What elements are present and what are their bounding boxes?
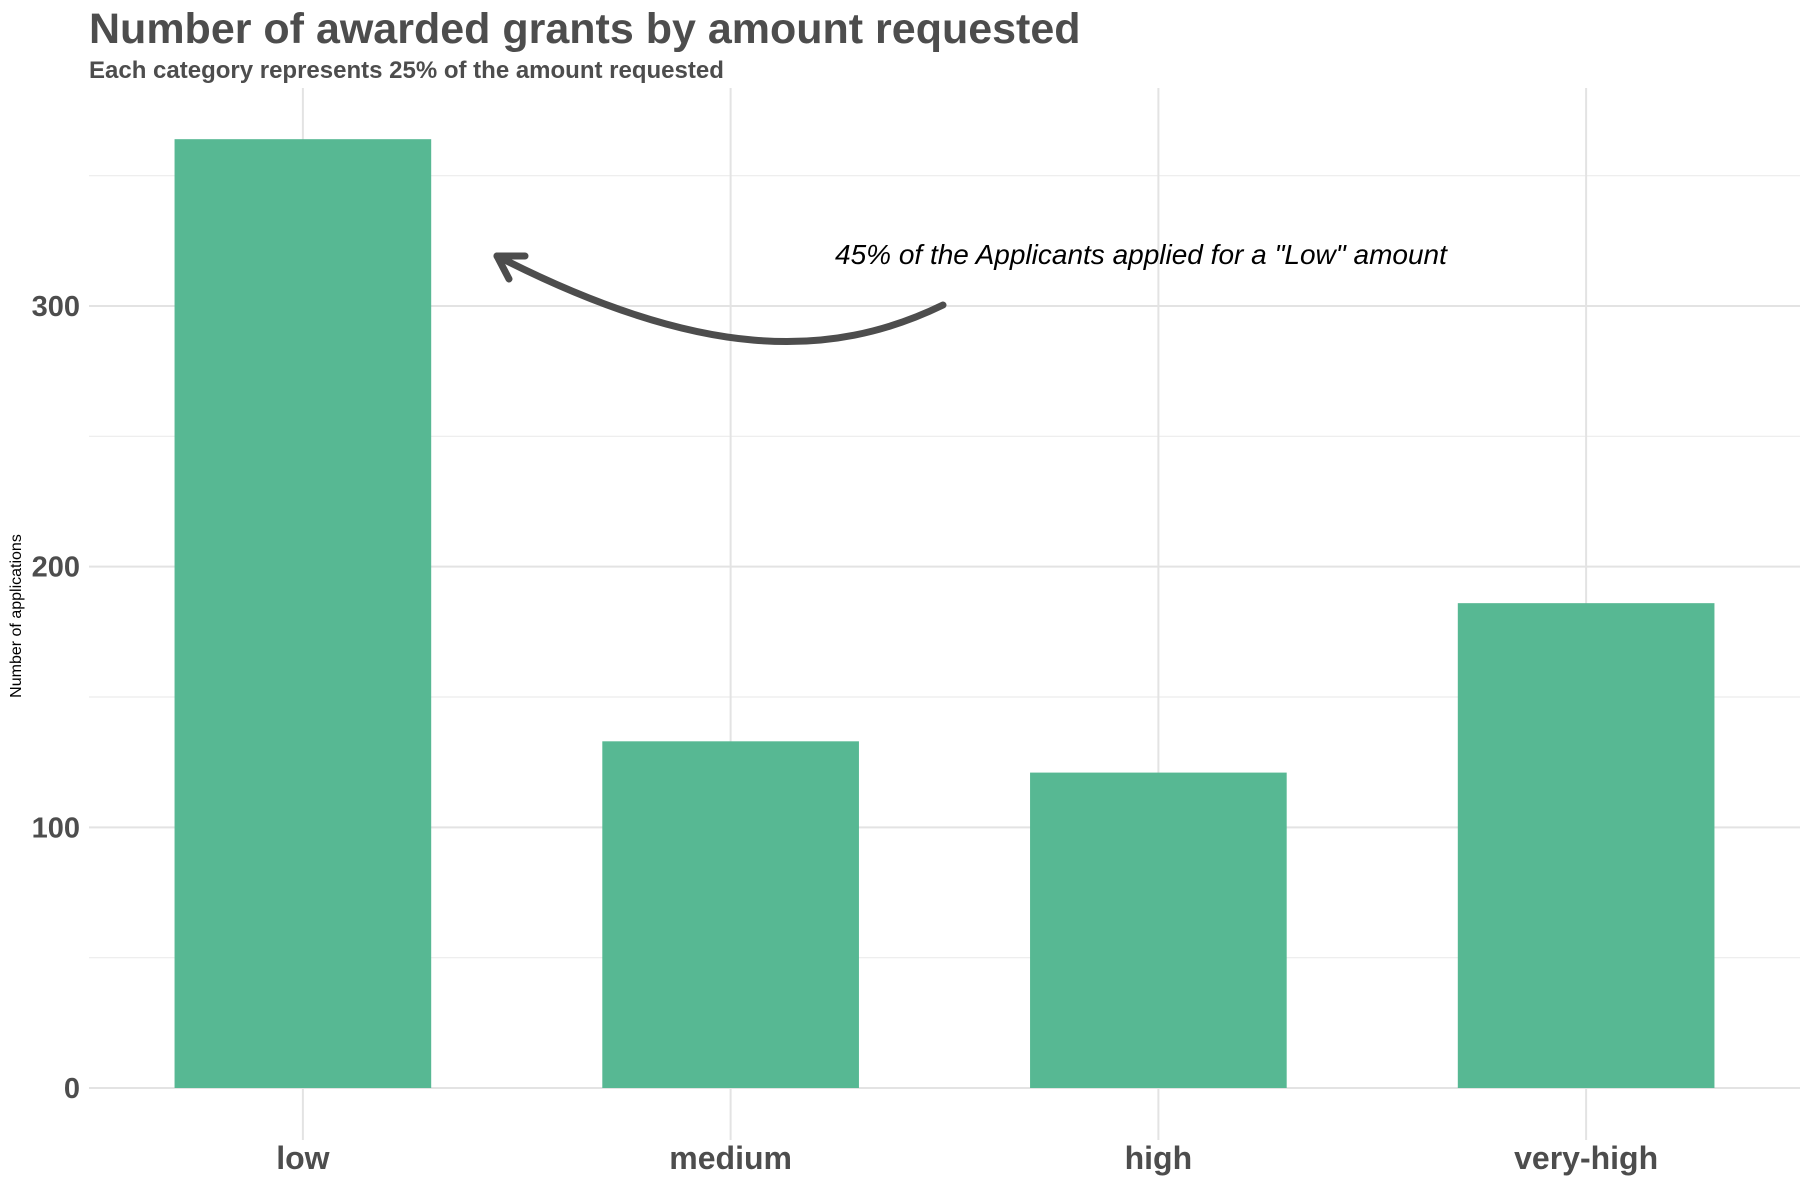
chart-subtitle: Each category represents 25% of the amou… bbox=[89, 57, 724, 84]
y-tick-label: 0 bbox=[64, 1073, 80, 1105]
x-tick-label: medium bbox=[669, 1140, 792, 1176]
y-tick-label: 300 bbox=[32, 291, 80, 323]
x-tick-label: low bbox=[276, 1140, 329, 1176]
bar-high bbox=[1030, 772, 1287, 1088]
annotation-arrow-curve bbox=[493, 252, 947, 346]
y-axis-label: Number of applications bbox=[8, 534, 25, 698]
bar-low bbox=[174, 139, 432, 1088]
y-axis-ticks: 0 100 200 300 bbox=[32, 291, 80, 1105]
bars bbox=[174, 139, 1715, 1088]
x-tick-label: high bbox=[1125, 1140, 1193, 1176]
annotation-text: 45% of the Applicants applied for a "Low… bbox=[835, 239, 1448, 270]
y-tick-label: 200 bbox=[32, 552, 80, 584]
bar-very-high bbox=[1457, 603, 1715, 1088]
annotation: 45% of the Applicants applied for a "Low… bbox=[493, 239, 1448, 346]
y-tick-label: 100 bbox=[32, 812, 80, 844]
x-tick-label: very-high bbox=[1514, 1140, 1658, 1176]
x-axis-ticks: low medium high very-high bbox=[276, 1140, 1658, 1176]
chart-title: Number of awarded grants by amount reque… bbox=[89, 5, 1081, 53]
bar-medium bbox=[602, 741, 859, 1088]
annotation-arrowhead bbox=[493, 252, 529, 283]
